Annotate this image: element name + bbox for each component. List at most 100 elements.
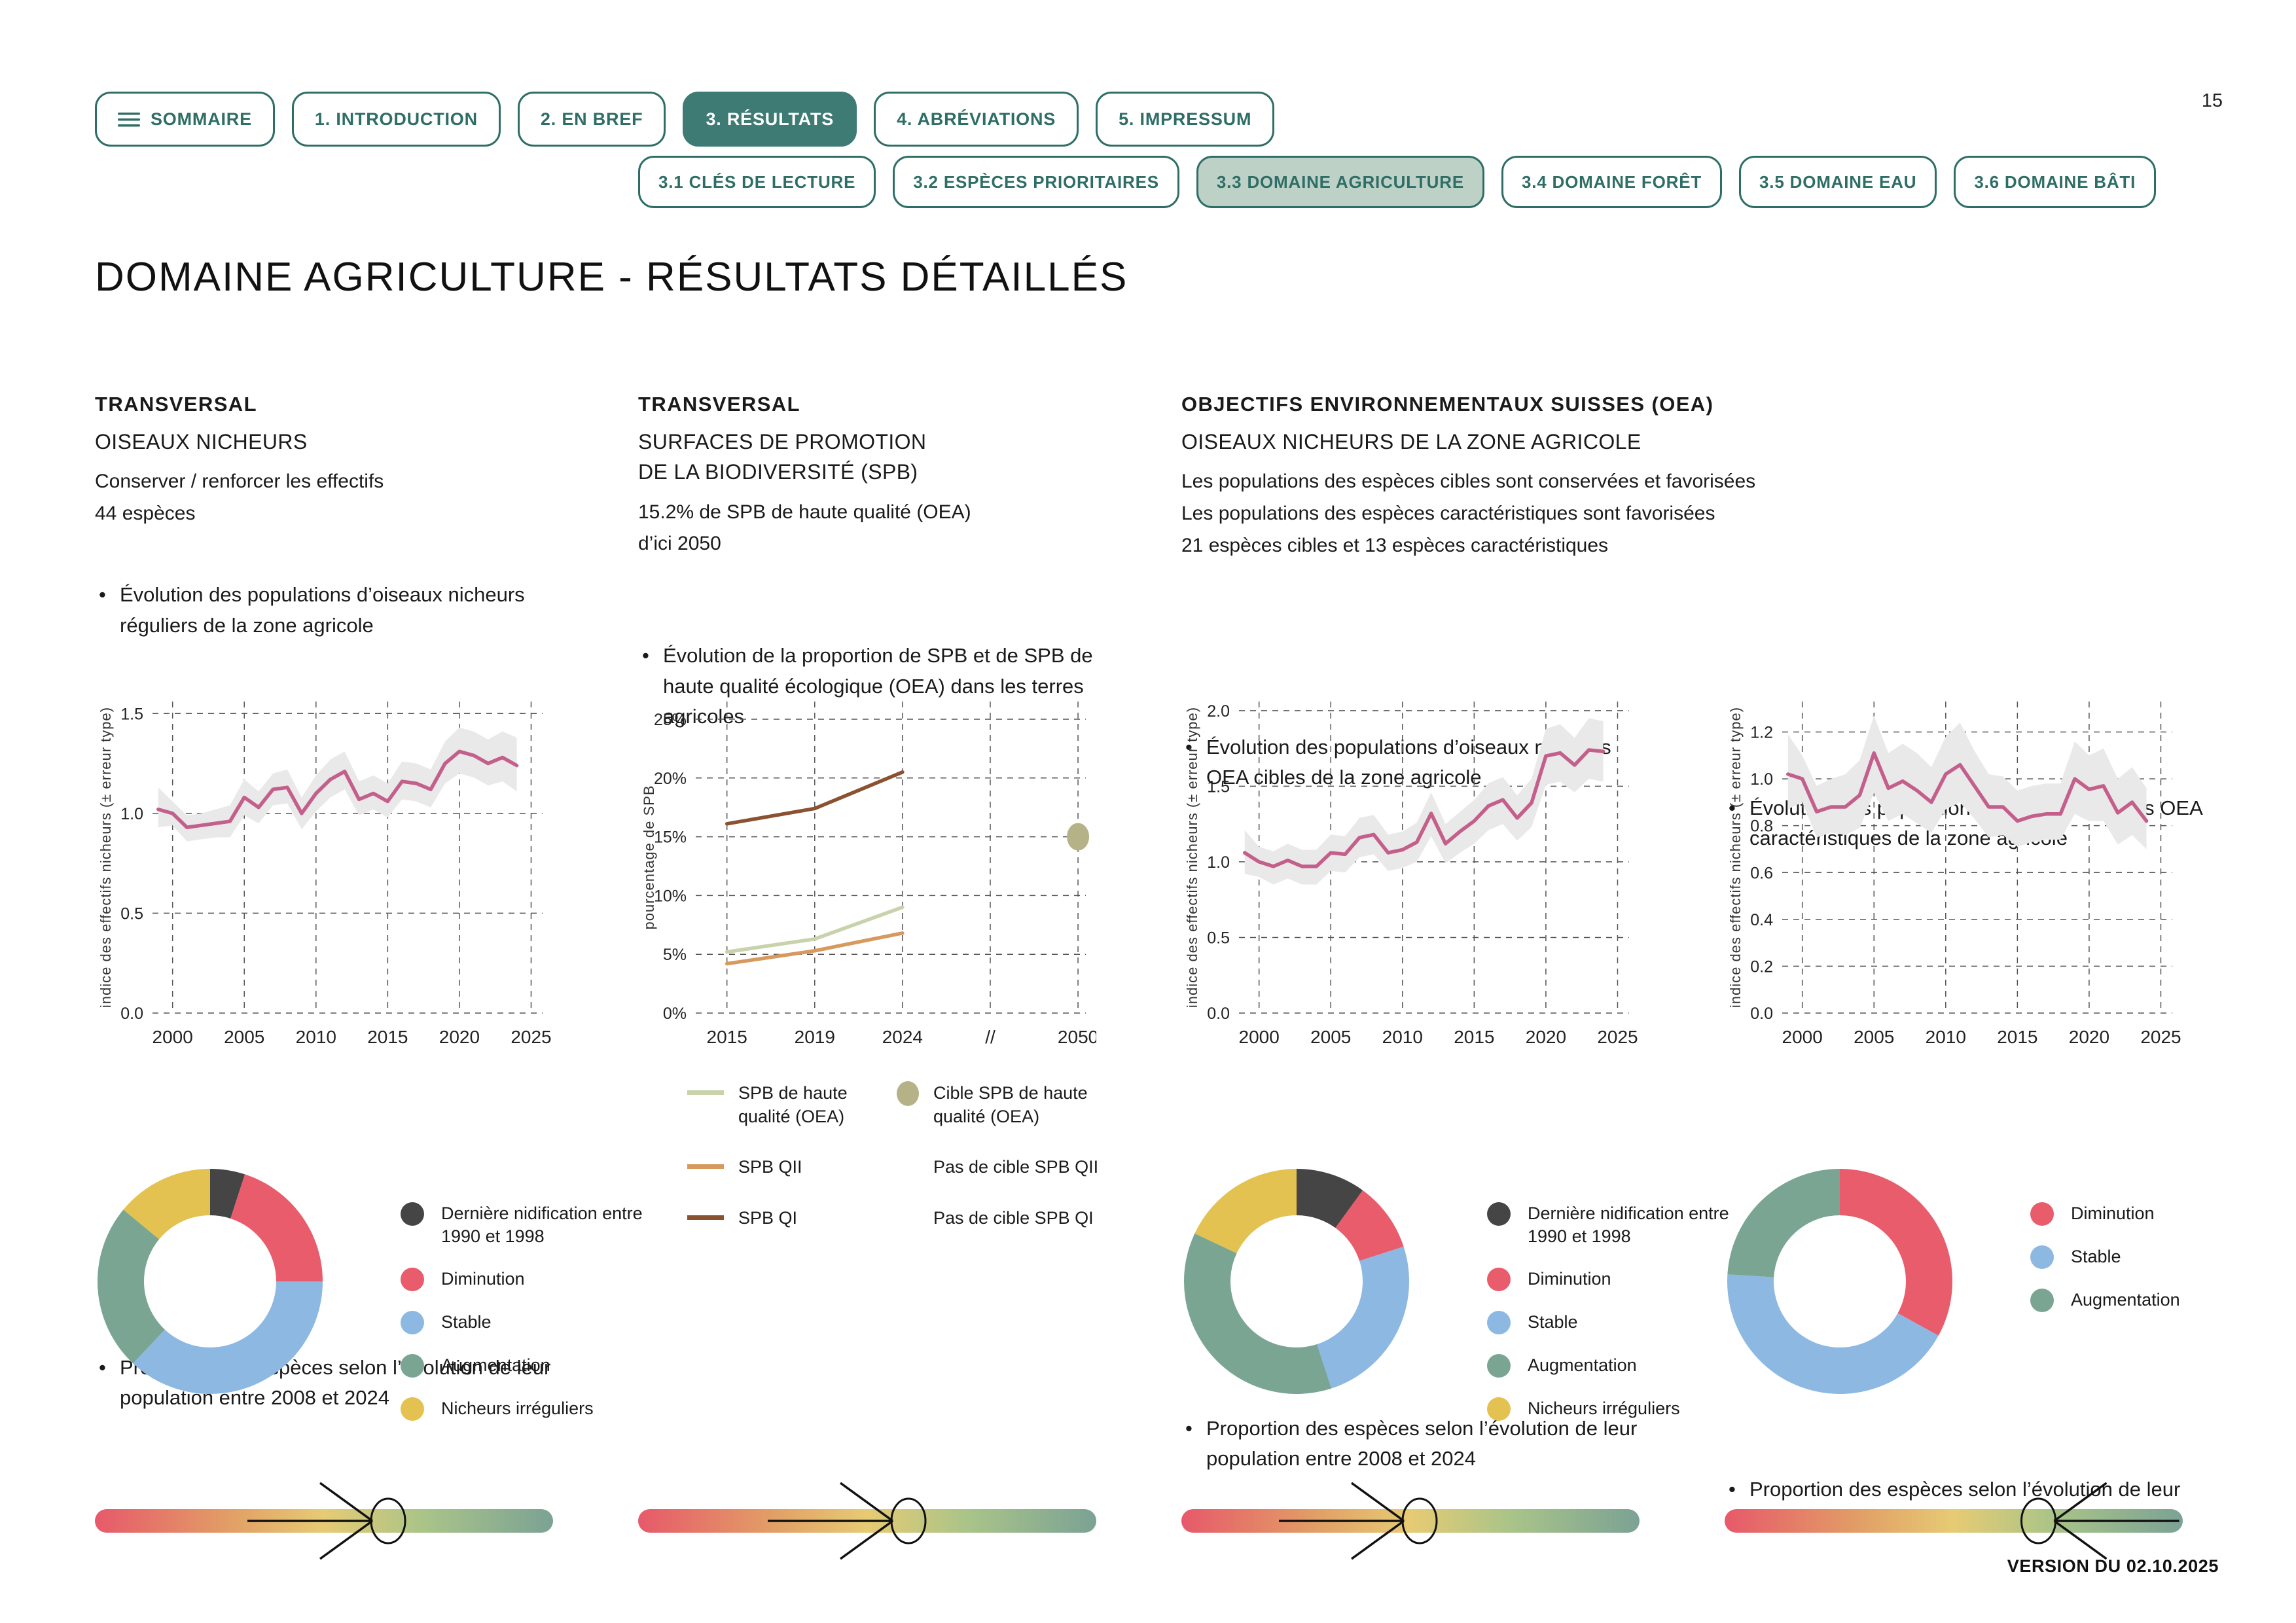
trend-gradient-bar xyxy=(1181,1509,1640,1533)
svg-text:1.2: 1.2 xyxy=(1750,724,1773,742)
svg-text:2020: 2020 xyxy=(439,1027,480,1047)
nav-tab-label: 3.1 CLÉS DE LECTURE xyxy=(658,171,856,192)
col3-proportion-title: Proportion des espèces selon l’évolution… xyxy=(1181,1414,1684,1474)
legend-item-nicheurs-irr-guliers: Nicheurs irréguliers xyxy=(401,1397,657,1421)
nav-tab-3-1-cl-s-de-lecture[interactable]: 3.1 CLÉS DE LECTURE xyxy=(638,156,876,208)
donut-proportion-especes-transversal xyxy=(98,1169,323,1394)
legend-label: Cible SPB de haute qualité (OEA) xyxy=(933,1083,1088,1127)
donut-segment-nicheurs-irr-guliers xyxy=(1194,1169,1297,1253)
svg-text:10%: 10% xyxy=(654,887,687,905)
oea-species-count: 21 espèces cibles et 13 espèces caractér… xyxy=(1181,534,1609,556)
nav-tab-3-4-domaine-for-t[interactable]: 3.4 DOMAINE FORÊT xyxy=(1501,156,1723,208)
nav-tab-1-introduction[interactable]: 1. INTRODUCTION xyxy=(291,92,501,147)
svg-text:2025: 2025 xyxy=(1597,1027,1638,1047)
trend-slider-graphic xyxy=(95,1482,553,1560)
nav-tab-label: 1. INTRODUCTION xyxy=(314,109,478,129)
legend-label: Stable xyxy=(2071,1247,2121,1266)
legend-swatch xyxy=(687,1090,724,1095)
col1-kicker: TRANSVERSAL xyxy=(95,393,257,416)
nav-tab-3-6-domaine-b-ti[interactable]: 3.6 DOMAINE BÂTI xyxy=(1954,156,2157,208)
series-indice-des-effectifs-nicheurs xyxy=(156,749,519,829)
donut-segment-derni-re-nidification-entre-1990-et-1998 xyxy=(1297,1169,1363,1228)
svg-text:1.0: 1.0 xyxy=(1750,770,1773,789)
donut-segment-nicheurs-irr-guliers xyxy=(123,1169,210,1240)
donut-segment-stable xyxy=(1317,1246,1409,1389)
col4-donut-row: Diminution Stable Augmentation xyxy=(1725,1166,2180,1400)
legend-swatch xyxy=(401,1202,424,1226)
col2-subtitle: SURFACES DE PROMOTION DE LA BIODIVERSITÉ… xyxy=(638,430,927,484)
svg-text:2019: 2019 xyxy=(795,1027,835,1047)
legend-swatch xyxy=(2030,1289,2054,1312)
legend-item-spb-qii: SPB QII xyxy=(687,1155,897,1180)
nav-tab-5-impressum[interactable]: 5. IMPRESSUM xyxy=(1096,92,1275,147)
trend-marker xyxy=(370,1497,406,1544)
svg-text:0.0: 0.0 xyxy=(1750,1005,1773,1023)
legend-swatch xyxy=(687,1164,724,1169)
line-chart-oea-caracteristiques: 0.0 0.2 0.4 0.6 0.8 1.0 1.2 2000 2005 2010 2015 202… xyxy=(1727,702,2181,1047)
svg-text:2015: 2015 xyxy=(707,1027,747,1047)
series-indice-des-effectifs-nicheurs xyxy=(1786,751,2149,823)
legend-swatch xyxy=(687,1215,724,1220)
svg-text:0.5: 0.5 xyxy=(1207,929,1230,947)
legend-swatch xyxy=(2030,1202,2054,1226)
legend-item-diminution: Diminution xyxy=(2030,1202,2180,1226)
nav-tab-3-5-domaine-eau[interactable]: 3.5 DOMAINE EAU xyxy=(1739,156,1937,208)
legend-swatch xyxy=(401,1311,424,1335)
legend-item-nicheurs-irr-guliers: Nicheurs irréguliers xyxy=(1487,1397,1744,1421)
legend-item-spb-qi: SPB QI xyxy=(687,1206,897,1231)
line-chart-spb: 0% 5% 10% 15% 20% 25% 2015 2019 2024 // 2050 pource… xyxy=(641,702,1098,1047)
nav-tab-label: 3. RÉSULTATS xyxy=(706,109,834,129)
legend-label: Augmentation xyxy=(2071,1290,2180,1310)
line-chart-oiseaux-nicheurs-reguliers: 0.0 0.5 1.0 1.5 2000 2005 2010 2015 2020 2025 indi… xyxy=(98,702,552,1047)
primary-nav: SOMMAIRE 1. INTRODUCTION 2. EN BREF 3. RÉSU… xyxy=(95,92,1275,147)
nav-tab-3-r-sultats[interactable]: 3. RÉSULTATS xyxy=(683,92,857,147)
nav-tab-label: 3.2 ESPÈCES PRIORITAIRES xyxy=(913,171,1159,192)
nav-tab-sommaire[interactable]: SOMMAIRE xyxy=(95,92,275,147)
confidence-band xyxy=(158,727,517,842)
svg-text:0.0: 0.0 xyxy=(120,1005,143,1023)
svg-text:2020: 2020 xyxy=(2069,1027,2109,1047)
legend-label: Diminution xyxy=(441,1269,525,1289)
legend-label: Augmentation xyxy=(1528,1355,1637,1376)
donut-legend-oea-cibles: Dernière nidification entre 1990 et 1998… xyxy=(1487,1166,1744,1421)
col2-target-horizon: d’ici 2050 xyxy=(638,533,721,555)
legend-item-spb-de-haute-qualit-oea: SPB de haute qualité (OEA) xyxy=(687,1081,897,1129)
line-chart-oiseaux-nicheurs-reguliers: 0.0 0.5 1.0 1.5 2000 2005 2010 2015 2020 2025 indi… xyxy=(95,687,553,1057)
line-chart-spb: 0% 5% 10% 15% 20% 25% 2015 2019 2024 // 2050 pource… xyxy=(638,687,1098,1057)
donut-chart-oea-caracteristiques xyxy=(1725,1166,1955,1400)
donut-segment-augmentation xyxy=(98,1209,165,1364)
legend-swatch xyxy=(1487,1202,1511,1226)
trend-marker xyxy=(890,1497,927,1544)
legend-item-augmentation: Augmentation xyxy=(2030,1289,2180,1312)
donut-segment-augmentation xyxy=(1184,1233,1332,1394)
series-spb-qi xyxy=(725,770,905,826)
legend-label: Stable xyxy=(441,1312,492,1332)
nav-tab-2-en-bref[interactable]: 2. EN BREF xyxy=(517,92,666,147)
legend-label: Nicheurs irréguliers xyxy=(1528,1399,1680,1419)
donut-segment-diminution xyxy=(1335,1190,1404,1261)
confidence-band xyxy=(1244,718,1604,885)
svg-text://: // xyxy=(985,1027,996,1047)
svg-text:2000: 2000 xyxy=(1782,1027,1823,1047)
target-point xyxy=(1067,823,1090,851)
nav-tab-3-3-domaine-agriculture[interactable]: 3.3 DOMAINE AGRICULTURE xyxy=(1196,156,1484,208)
col1-chart-title: Évolution des populations d’oiseaux nich… xyxy=(95,580,598,641)
col2-kicker: TRANSVERSAL xyxy=(638,393,800,416)
svg-text:0.4: 0.4 xyxy=(1750,911,1773,929)
series-spb-de-haute-qualit-oea xyxy=(725,905,905,954)
donut-proportion-especes-oea-cibles xyxy=(1184,1169,1409,1394)
nav-tab-3-2-esp-ces-prioritaires[interactable]: 3.2 ESPÈCES PRIORITAIRES xyxy=(893,156,1179,208)
legend-label: Pas de cible SPB QI xyxy=(933,1207,1094,1228)
oea-objective-1: Les populations des espèces cibles sont … xyxy=(1181,471,1756,493)
series-indice-des-effectifs-nicheurs xyxy=(1243,748,1605,868)
col2-chart-title: Évolution de la proportion de SPB et de … xyxy=(638,641,1141,732)
nav-tab-4-abr-viations[interactable]: 4. ABRÉVIATIONS xyxy=(874,92,1079,147)
donut-chart-oea-cibles xyxy=(1181,1166,1412,1400)
svg-text:0.0: 0.0 xyxy=(1207,1005,1230,1023)
line-chart-oea-cibles: 0.0 0.5 1.0 1.5 2.0 2000 2005 2010 2015 2020 2025 i… xyxy=(1184,702,1638,1047)
legend-label: Pas de cible SPB QII xyxy=(933,1156,1099,1177)
legend-item-cible-spb-de-haute-qualit-oea: Cible SPB de haute qualité (OEA) xyxy=(897,1081,1132,1129)
svg-text:2000: 2000 xyxy=(152,1027,193,1047)
donut-segment-diminution xyxy=(230,1174,323,1281)
